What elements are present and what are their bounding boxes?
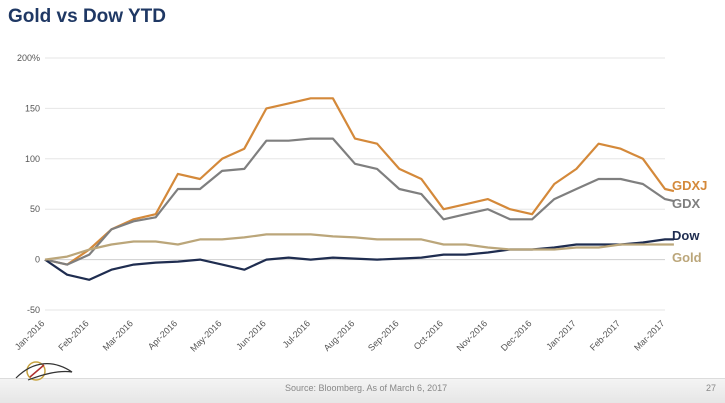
y-tick-label: 150 bbox=[25, 103, 40, 113]
x-tick-label: Aug-2016 bbox=[322, 318, 357, 353]
x-tick-label: Oct-2016 bbox=[412, 318, 445, 351]
y-tick-label: 0 bbox=[35, 255, 40, 265]
y-tick-label: 50 bbox=[30, 204, 40, 214]
series-line-dow bbox=[44, 238, 674, 281]
legend-label-gdxj: GDXJ bbox=[672, 178, 707, 193]
x-tick-label: Mar-2016 bbox=[101, 318, 135, 352]
series-line-gdxj bbox=[44, 97, 675, 266]
x-tick-label: Nov-2016 bbox=[455, 318, 490, 353]
x-tick-label: Jan-2016 bbox=[13, 318, 47, 352]
y-tick-label: 200% bbox=[17, 53, 40, 63]
y-tick-label: 100 bbox=[25, 154, 40, 164]
x-tick-label: Dec-2016 bbox=[499, 318, 534, 353]
x-tick-label: Jan-2017 bbox=[544, 318, 578, 352]
footer-bar bbox=[0, 378, 725, 403]
x-tick-label: Feb-2017 bbox=[588, 318, 622, 352]
source-note: Source: Bloomberg. As of March 6, 2017 bbox=[285, 383, 448, 393]
x-tick-label: Mar-2017 bbox=[632, 318, 666, 352]
x-tick-label: Feb-2016 bbox=[56, 318, 90, 352]
x-tick-label: Apr-2016 bbox=[146, 318, 179, 351]
series-line-gdx bbox=[44, 137, 675, 266]
page-number: 27 bbox=[706, 383, 717, 393]
x-tick-label: Jul-2016 bbox=[281, 318, 312, 349]
x-tick-label: Sep-2016 bbox=[366, 318, 401, 353]
x-tick-label: Jun-2016 bbox=[234, 318, 268, 352]
page-title: Gold vs Dow YTD bbox=[8, 6, 167, 27]
legend-label-gold: Gold bbox=[672, 250, 702, 265]
company-logo bbox=[15, 361, 73, 381]
legend-label-dow: Dow bbox=[672, 228, 700, 243]
y-tick-label: -50 bbox=[27, 305, 40, 315]
x-tick-label: May-2016 bbox=[188, 318, 223, 353]
series-line-gold bbox=[44, 233, 674, 261]
legend-label-gdx: GDX bbox=[672, 196, 701, 211]
